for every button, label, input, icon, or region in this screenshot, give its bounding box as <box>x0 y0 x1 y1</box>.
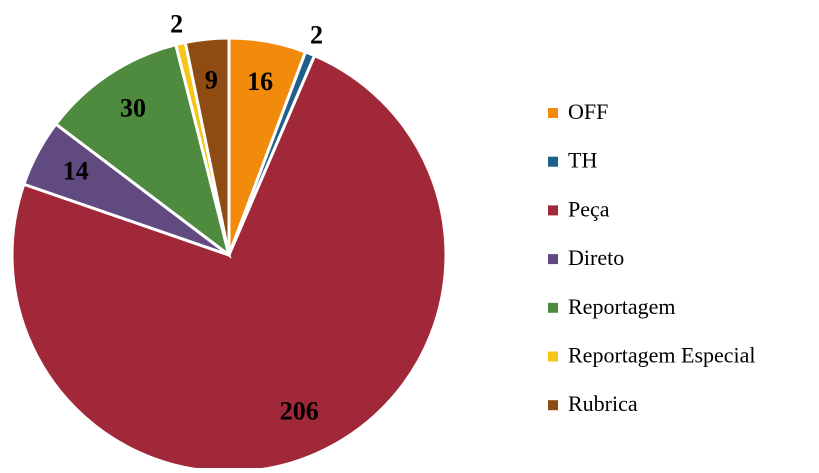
legend-label: Reportagem Especial <box>568 343 756 368</box>
legend-swatch <box>548 254 558 265</box>
data-label: 9 <box>205 65 218 94</box>
legend-label: TH <box>568 148 597 173</box>
legend-label: Reportagem <box>568 294 676 319</box>
pie-slice <box>53 42 232 259</box>
data-label: 206 <box>280 397 319 426</box>
legend-swatch <box>548 351 558 362</box>
legend-swatch <box>548 156 558 167</box>
data-label: 2 <box>170 10 183 39</box>
data-label: 2 <box>310 21 323 50</box>
legend-label: Direto <box>568 245 624 270</box>
data-label: 14 <box>63 156 89 185</box>
legend-swatch <box>548 108 558 118</box>
pie-slice <box>183 36 231 256</box>
legend-swatch <box>548 205 558 216</box>
data-label: 30 <box>120 93 146 122</box>
legend-label: Peça <box>568 196 610 221</box>
pie-slice <box>10 53 448 473</box>
legend-swatch <box>548 400 558 411</box>
legend-swatch <box>548 302 558 313</box>
legend-label: Rubrica <box>568 391 638 416</box>
data-label: 16 <box>247 67 273 96</box>
legend-label: OFF <box>568 99 608 124</box>
